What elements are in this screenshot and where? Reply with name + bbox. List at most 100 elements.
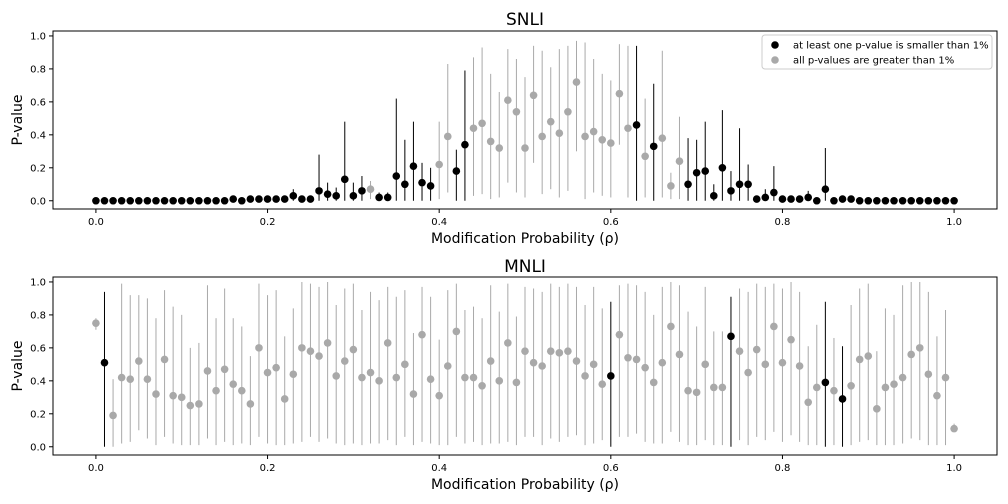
data-point	[323, 339, 332, 347]
y-axis-label: P-value	[10, 340, 26, 391]
data-point	[366, 368, 375, 377]
data-point	[632, 121, 641, 129]
data-point	[255, 344, 263, 352]
data-point	[546, 347, 555, 355]
data-point	[220, 365, 229, 374]
data-point	[761, 193, 770, 202]
data-point	[92, 196, 100, 205]
data-point	[770, 188, 778, 197]
data-point	[117, 196, 126, 205]
data-point	[684, 386, 692, 395]
data-point	[890, 196, 898, 205]
data-point	[598, 380, 607, 388]
data-point	[195, 196, 203, 205]
data-point	[177, 196, 186, 205]
data-point	[255, 195, 263, 203]
data-point	[117, 373, 126, 382]
data-point	[298, 344, 306, 352]
data-point	[195, 400, 203, 408]
data-point	[375, 193, 383, 202]
data-point	[787, 195, 795, 203]
chart-title: SNLI	[506, 10, 544, 30]
data-point	[830, 196, 838, 205]
data-point	[950, 196, 958, 205]
data-point	[358, 187, 366, 195]
legend-label-significant: at least one p-value is smaller than 1%	[793, 41, 989, 52]
data-point	[443, 362, 452, 370]
chart-title: MNLI	[504, 257, 546, 277]
data-point	[169, 196, 177, 205]
data-point	[366, 185, 375, 194]
data-point	[323, 190, 332, 198]
data-point	[212, 386, 220, 395]
y-tick-label: 0.8	[30, 64, 46, 75]
data-point	[649, 378, 658, 387]
data-point	[752, 195, 761, 203]
data-point	[727, 332, 735, 341]
data-point	[375, 377, 383, 385]
data-point	[504, 339, 512, 347]
y-ticks: 0.0 0.2 0.4 0.6 0.8 1.0	[30, 31, 53, 207]
data-point	[238, 386, 246, 395]
data-point	[135, 196, 143, 205]
data-point	[272, 195, 280, 203]
data-point	[933, 196, 941, 205]
data-point	[486, 357, 495, 365]
legend-marker-significant	[771, 41, 779, 49]
x-tick-label: 1.0	[946, 217, 962, 228]
points-nonsignificant	[366, 78, 684, 194]
data-point	[306, 195, 315, 203]
x-axis-label: Modification Probability (ρ)	[431, 231, 619, 247]
x-tick-label: 0.6	[603, 463, 619, 474]
data-point	[933, 391, 941, 400]
data-point	[529, 358, 538, 367]
data-point	[873, 196, 881, 205]
data-point	[246, 195, 255, 203]
x-tick-label: 1.0	[946, 463, 962, 474]
data-point	[624, 124, 632, 133]
x-tick-label: 0.8	[775, 463, 791, 474]
data-point	[135, 357, 143, 365]
plot-area	[52, 30, 998, 210]
data-point	[564, 107, 572, 116]
data-point	[452, 327, 461, 336]
data-point	[924, 370, 933, 379]
data-point	[177, 393, 186, 402]
points-nonsignificant	[92, 319, 958, 433]
data-point	[349, 192, 358, 200]
data-point	[203, 196, 212, 205]
data-point	[358, 373, 366, 382]
data-point	[504, 96, 512, 105]
data-point	[641, 152, 649, 161]
data-point	[495, 377, 504, 385]
data-point	[538, 362, 546, 370]
data-point	[418, 178, 426, 187]
data-point	[340, 175, 349, 184]
data-point	[718, 383, 727, 392]
data-point	[315, 187, 323, 195]
data-point	[941, 196, 950, 205]
data-point	[426, 182, 435, 190]
data-point	[864, 352, 873, 360]
chart-snli: SNLI 0.0 0.2 0.4 0.6 0.8 1.0 0.0 0.2 0.4 0.6 0.8 1…	[10, 10, 998, 247]
data-point	[349, 345, 358, 354]
data-point	[658, 358, 667, 367]
data-point	[907, 350, 915, 359]
x-tick-label: 0.4	[431, 463, 447, 474]
x-ticks: 0.0 0.2 0.4 0.6 0.8 1.0	[88, 455, 962, 474]
y-tick-label: 1.0	[30, 31, 46, 42]
data-point	[478, 381, 486, 390]
data-point	[92, 319, 100, 327]
y-tick-label: 0.6	[30, 97, 46, 108]
data-point	[684, 180, 692, 189]
data-point	[770, 322, 778, 331]
data-point	[461, 140, 469, 149]
data-point	[555, 129, 564, 137]
data-point	[109, 411, 117, 420]
x-axis-label: Modification Probability (ρ)	[431, 477, 619, 493]
data-point	[298, 195, 306, 203]
y-ticks: 0.0 0.2 0.4 0.6 0.8 1.0	[30, 277, 53, 453]
legend-label-nonsignificant: all p-values are greater than 1%	[793, 56, 954, 67]
data-point	[572, 357, 581, 365]
